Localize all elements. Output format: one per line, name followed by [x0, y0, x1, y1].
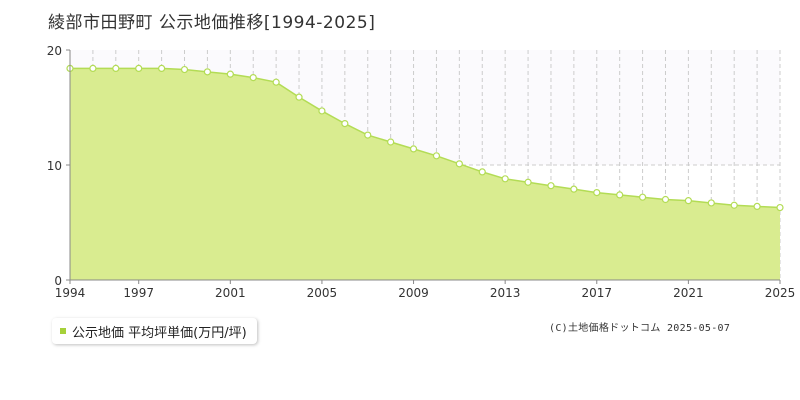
data-point-2006 [341, 119, 349, 128]
data-point-1996 [112, 64, 120, 73]
data-point-2003 [272, 78, 280, 86]
x-tick-label: 2017 [582, 286, 613, 300]
y-tick-label: 20 [47, 44, 62, 58]
data-point-2024 [753, 202, 761, 210]
data-point-2002 [249, 73, 257, 82]
data-point-2011 [455, 160, 463, 168]
data-point-2004 [295, 93, 303, 101]
data-point-2008 [387, 138, 395, 146]
data-point-2000 [203, 68, 212, 76]
data-point-2007 [364, 131, 372, 139]
data-point-2016 [570, 185, 578, 193]
data-point-2015 [547, 182, 555, 190]
data-point-2013 [501, 175, 509, 183]
data-point-1997 [135, 64, 143, 73]
x-tick-label: 2025 [765, 286, 796, 300]
data-point-2025 [776, 203, 784, 212]
x-tick-label: 2001 [215, 286, 246, 300]
legend-swatch [60, 328, 66, 334]
price-area [70, 68, 780, 281]
data-point-2023 [730, 201, 738, 209]
y-tick-label: 10 [47, 159, 62, 173]
x-axis-ticks: 1994 1997 2001 2005 2009 2013 2017 2021 2025 [55, 280, 796, 300]
x-tick-label: 1997 [123, 286, 154, 300]
y-tick-label: 0 [54, 274, 62, 288]
credit-text: (C)土地価格ドットコム 2025-05-07 [549, 323, 731, 334]
data-point-2020 [661, 195, 670, 204]
x-tick-label: 1994 [55, 286, 86, 300]
data-point-2014 [524, 178, 532, 186]
data-point-2001 [226, 70, 234, 78]
legend-label: 公示地価 平均坪単価(万円/坪) [72, 325, 247, 341]
x-tick-label: 2009 [398, 286, 429, 300]
data-point-1995 [89, 64, 97, 73]
x-tick-label: 2005 [307, 286, 338, 300]
data-point-2018 [616, 191, 624, 199]
x-tick-label: 2013 [490, 286, 521, 300]
x-tick-label: 2021 [673, 286, 704, 300]
data-point-2021 [684, 197, 692, 205]
data-point-2022 [707, 199, 715, 207]
price-line [70, 67, 781, 209]
chart-title: 綾部市田野町 公示地価推移[1994-2025] [48, 13, 376, 33]
legend: 公示地価 平均坪単価(万円/坪) [52, 318, 257, 344]
y-axis-ticks: 0 10 20 [47, 44, 70, 288]
data-point-1998 [158, 64, 166, 73]
data-point-2005 [318, 107, 326, 115]
data-points [66, 64, 784, 212]
data-point-2019 [638, 193, 647, 201]
data-point-2009 [409, 145, 418, 153]
data-point-2010 [432, 152, 441, 160]
data-point-1999 [180, 65, 189, 74]
data-point-2012 [478, 168, 486, 176]
data-point-2017 [593, 189, 601, 197]
